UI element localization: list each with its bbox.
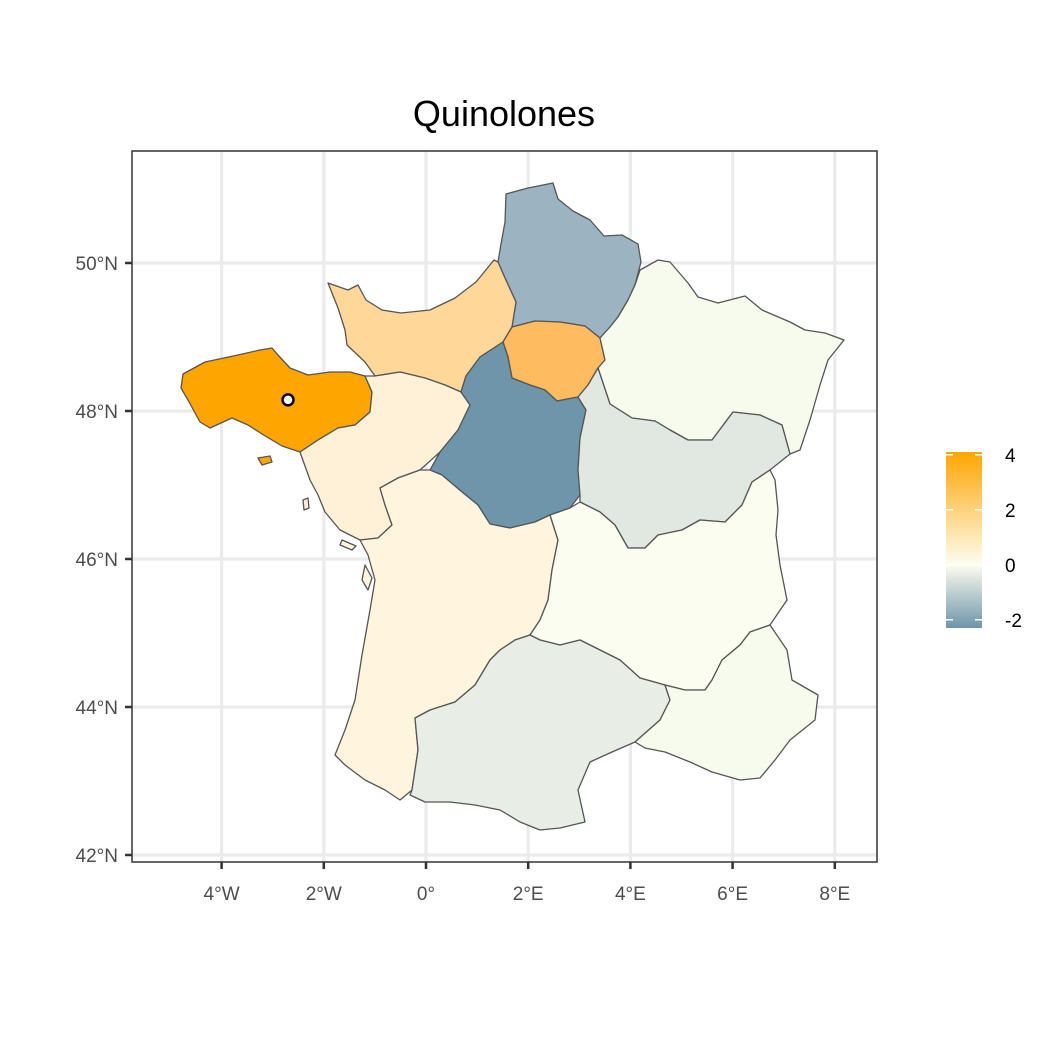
legend-colorbar xyxy=(946,452,982,628)
x-tick-label: 4°E xyxy=(615,884,646,905)
legend-tick-label: 2 xyxy=(1005,501,1016,522)
x-axis: 4°W 2°W 0° 2°E 4°E 6°E 8°E xyxy=(204,862,850,905)
regions-layer xyxy=(180,182,845,831)
x-tick-label: 2°E xyxy=(513,884,544,905)
y-axis: 42°N 44°N 46°N 48°N 50°N xyxy=(76,254,132,867)
map-panel xyxy=(131,150,878,863)
region-grand-est[interactable] xyxy=(597,259,845,455)
x-tick-label: 2°W xyxy=(306,884,342,905)
y-tick-label: 44°N xyxy=(76,698,118,719)
legend-tick-label: 0 xyxy=(1005,556,1016,577)
x-tick-label: 4°W xyxy=(204,884,240,905)
panel-border xyxy=(131,150,878,863)
y-tick-label: 46°N xyxy=(76,550,118,571)
island-noirmoutier xyxy=(302,497,310,511)
legend-tick-label: -2 xyxy=(1005,611,1022,632)
island-oleron xyxy=(361,564,373,591)
points-layer xyxy=(281,393,295,407)
x-tick-label: 0° xyxy=(417,884,435,905)
chart-title: Quinolones xyxy=(413,93,595,134)
legend-ticks: 4 2 0 -2 xyxy=(946,446,1022,632)
region-paca[interactable] xyxy=(634,624,819,781)
legend-tick-label: 4 xyxy=(1005,446,1016,467)
island-belle-ile xyxy=(257,455,273,466)
x-tick-label: 8°E xyxy=(819,884,850,905)
x-tick-label: 6°E xyxy=(717,884,748,905)
color-legend: 4 2 0 -2 xyxy=(946,446,1022,632)
map-point[interactable] xyxy=(281,393,295,407)
island-re xyxy=(339,539,357,551)
y-tick-label: 50°N xyxy=(76,254,118,275)
y-tick-label: 48°N xyxy=(76,402,118,423)
y-tick-label: 42°N xyxy=(76,846,118,867)
